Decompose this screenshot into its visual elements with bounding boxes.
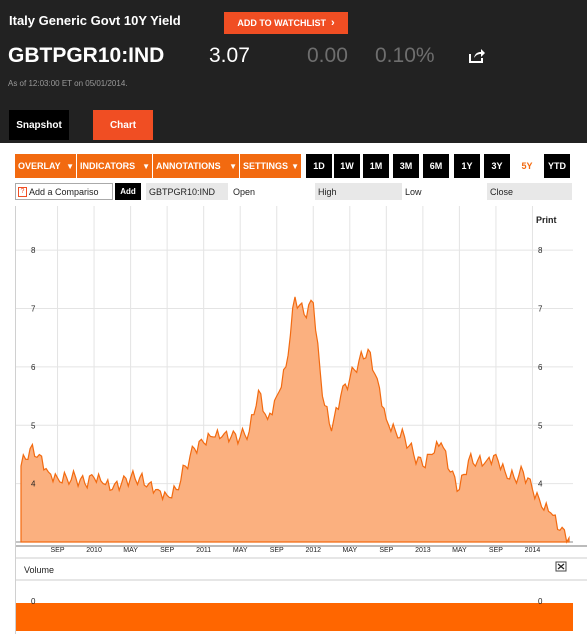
x-axis-ticks: SEP 2010 MAY SEP 2011 MAY SEP 2012 MAY SEP 2013 MAY… xyxy=(51,547,541,554)
y-tick-label: 5 xyxy=(31,421,36,430)
range-1m-button[interactable]: 1M xyxy=(363,154,389,178)
overlay-label: OVERLAY xyxy=(18,161,61,171)
y-tick-label: 7 xyxy=(31,305,36,314)
x-tick-label: 2013 xyxy=(415,547,431,554)
last-price: 3.07 xyxy=(209,44,250,67)
x-tick-label: 2014 xyxy=(525,547,541,554)
y-tick-label: 8 xyxy=(31,246,36,255)
yield-area xyxy=(20,296,570,544)
x-tick-label: SEP xyxy=(270,547,284,554)
x-tick-label: SEP xyxy=(51,547,65,554)
ticker-symbol: GBTPGR10:IND xyxy=(8,44,165,67)
print-link[interactable]: Print xyxy=(536,215,557,225)
as-of-timestamp: As of 12:03:00 ET on 05/01/2014. xyxy=(8,79,128,88)
high-label: High xyxy=(315,183,402,200)
range-3m-button[interactable]: 3M xyxy=(393,154,419,178)
dropdown-arrow-icon: ▼ xyxy=(229,161,237,171)
quote-header: Italy Generic Govt 10Y Yield ADD TO WATC… xyxy=(0,0,587,143)
x-tick-label: SEP xyxy=(160,547,174,554)
x-tick-label: 2010 xyxy=(86,547,102,554)
annotations-label: ANNOTATIONS xyxy=(156,161,221,171)
range-6m-button[interactable]: 6M xyxy=(423,154,449,178)
dropdown-arrow-icon: ▼ xyxy=(291,161,299,171)
y-tick-label: 8 xyxy=(538,246,543,255)
range-1d-button[interactable]: 1D xyxy=(306,154,332,178)
compare-placeholder: Add a Compariso xyxy=(29,186,99,197)
y-tick-label: 5 xyxy=(538,421,543,430)
range-5y-button[interactable]: 5Y xyxy=(514,154,540,178)
y-tick-label: 7 xyxy=(538,305,543,314)
tab-chart[interactable]: Chart xyxy=(93,110,153,140)
range-3y-button[interactable]: 3Y xyxy=(484,154,510,178)
x-tick-label: SEP xyxy=(489,547,503,554)
y-axis-ticks: 4 4 5 5 6 6 7 7 8 8 xyxy=(31,246,543,488)
range-1w-button[interactable]: 1W xyxy=(334,154,360,178)
price-change-pct: 0.10% xyxy=(375,44,435,67)
close-icon[interactable] xyxy=(555,561,567,572)
chevron-right-icon: › xyxy=(331,17,335,29)
x-tick-label: MAY xyxy=(233,547,248,554)
indicators-label: INDICATORS xyxy=(80,161,136,171)
compare-input[interactable]: ? Add a Compariso xyxy=(15,183,113,200)
overlay-dropdown[interactable]: OVERLAY ▼ xyxy=(15,154,77,178)
annotations-dropdown[interactable]: ANNOTATIONS ▼ xyxy=(153,154,240,178)
security-title: Italy Generic Govt 10Y Yield xyxy=(9,13,181,28)
add-to-watchlist-button[interactable]: ADD TO WATCHLIST › xyxy=(224,12,348,34)
volume-tick-left: 0 xyxy=(31,597,36,606)
settings-dropdown[interactable]: SETTINGS ▼ xyxy=(240,154,302,178)
x-tick-label: 2011 xyxy=(196,547,211,554)
symbol-label: GBTPGR10:IND xyxy=(146,183,228,200)
y-tick-label: 6 xyxy=(31,363,36,372)
tab-snapshot[interactable]: Snapshot xyxy=(9,110,69,140)
share-icon[interactable] xyxy=(468,48,486,64)
dropdown-arrow-icon: ▼ xyxy=(142,161,150,171)
settings-label: SETTINGS xyxy=(243,161,289,171)
x-tick-label: MAY xyxy=(342,547,357,554)
chart-area: 4 4 5 5 6 6 7 7 8 8 SEP 2010 MAY SEP 2011 MAY SEP 2012 MA… xyxy=(15,206,587,634)
volume-bar xyxy=(16,603,573,631)
volume-label: Volume xyxy=(24,565,54,575)
volume-tick-right: 0 xyxy=(538,597,543,606)
range-ytd-button[interactable]: YTD xyxy=(544,154,570,178)
dropdown-arrow-icon: ▼ xyxy=(66,161,74,171)
range-1y-button[interactable]: 1Y xyxy=(454,154,480,178)
help-icon[interactable]: ? xyxy=(18,186,27,197)
y-tick-label: 4 xyxy=(538,480,543,489)
price-chart[interactable]: 4 4 5 5 6 6 7 7 8 8 SEP 2010 MAY SEP 2011 MAY SEP 2012 MA… xyxy=(16,206,587,634)
y-tick-label: 6 xyxy=(538,363,543,372)
add-compare-button[interactable]: Add xyxy=(115,183,141,200)
x-tick-label: MAY xyxy=(123,547,138,554)
indicators-dropdown[interactable]: INDICATORS ▼ xyxy=(77,154,153,178)
y-tick-label: 4 xyxy=(31,480,36,489)
x-tick-label: MAY xyxy=(452,547,467,554)
price-change: 0.00 xyxy=(307,44,348,67)
close-label: Close xyxy=(487,183,572,200)
open-label: Open xyxy=(233,186,256,197)
low-label: Low xyxy=(405,186,422,197)
x-tick-label: 2012 xyxy=(305,547,321,554)
x-tick-label: SEP xyxy=(379,547,393,554)
watchlist-label: ADD TO WATCHLIST xyxy=(237,18,326,28)
